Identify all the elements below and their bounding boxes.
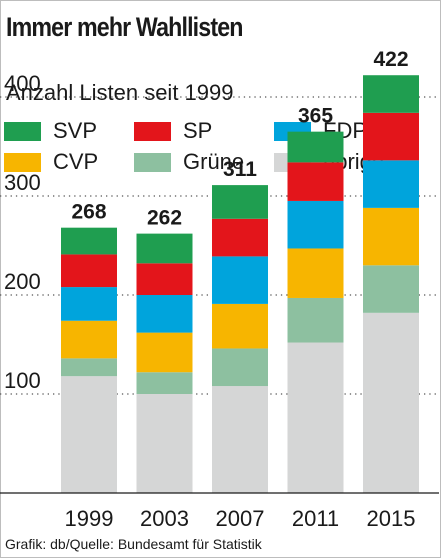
- bar-segment-cvp-2011: [287, 248, 344, 298]
- bar-segment-sp-2007: [212, 218, 268, 257]
- x-tick-label-2015: 2015: [367, 506, 416, 531]
- legend-swatch-svp: [4, 121, 41, 141]
- bar-segment-svp-1999: [61, 227, 117, 255]
- legend-item-svp: SVP: [4, 118, 97, 144]
- bar-segment-cvp-2003: [136, 332, 193, 373]
- legend-item-sp: SP: [134, 118, 212, 144]
- source-note: Grafik: db/Quelle: Bundesamt für Statist…: [5, 536, 262, 552]
- bar-segment-übrige-2015: [363, 312, 419, 493]
- bar-segment-sp-2003: [136, 263, 193, 295]
- x-tick-label-1999: 1999: [65, 506, 114, 531]
- total-label-2003: 262: [147, 207, 182, 230]
- bar-segment-svp-2003: [136, 233, 193, 264]
- bar-segment-cvp-2007: [212, 303, 268, 349]
- bar-segment-sp-2015: [363, 112, 419, 161]
- total-label-1999: 268: [71, 201, 106, 224]
- y-tick-label-300: 300: [4, 170, 41, 195]
- bar-segment-fdp-2015: [363, 160, 419, 208]
- bar-segment-fdp-1999: [61, 287, 117, 321]
- y-tick-label-100: 100: [4, 368, 41, 393]
- y-tick-label-400: 400: [4, 71, 41, 96]
- legend-swatch-grüne: [134, 152, 171, 172]
- bar-segment-grüne-2015: [363, 265, 419, 313]
- bar-segment-sp-1999: [61, 254, 117, 288]
- bar-segment-grüne-2011: [287, 297, 344, 343]
- legend-item-cvp: CVP: [4, 149, 98, 175]
- legend-swatch-sp: [134, 121, 171, 141]
- x-tick-label-2007: 2007: [216, 506, 265, 531]
- chart-subtitle: Anzahl Listen seit 1999: [6, 80, 234, 105]
- bar-segment-cvp-1999: [61, 320, 117, 359]
- legend: SVP SP FDP CVP Grüne übrige: [0, 112, 441, 178]
- bar-segment-grüne-2007: [212, 348, 268, 387]
- legend-label-svp: SVP: [53, 118, 98, 143]
- bar-segment-übrige-2011: [287, 342, 344, 493]
- y-tick-label-200: 200: [4, 269, 41, 294]
- bar-segment-grüne-1999: [61, 358, 117, 377]
- x-tick-label-2011: 2011: [292, 506, 339, 531]
- bar-segment-fdp-2003: [136, 295, 193, 333]
- bar-segment-cvp-2015: [363, 207, 419, 266]
- x-tick-label-2003: 2003: [140, 506, 189, 531]
- legend-label-sp: SP: [183, 118, 213, 143]
- legend-label-cvp: CVP: [53, 149, 99, 174]
- bar-segment-fdp-2007: [212, 256, 268, 304]
- bar-segment-svp-2011: [287, 131, 344, 163]
- bar-segment-übrige-2007: [212, 386, 268, 493]
- legend-swatch-cvp: [4, 152, 41, 172]
- total-label-2011: 365: [298, 105, 333, 128]
- bar-segment-svp-2015: [363, 75, 419, 113]
- bar-segment-grüne-2003: [136, 372, 193, 394]
- legend-item-grüne: Grüne: [134, 149, 244, 175]
- total-label-2007: 311: [223, 158, 257, 181]
- bar-segment-svp-2007: [212, 185, 268, 219]
- legend-label-grüne: Grüne: [183, 149, 245, 174]
- bar-segment-sp-2011: [287, 162, 344, 201]
- bar-segment-fdp-2011: [287, 200, 344, 249]
- total-label-2015: 422: [373, 48, 408, 71]
- bar-segment-übrige-2003: [136, 394, 193, 493]
- chart-title: Immer mehr Wahllisten: [6, 12, 243, 42]
- bar-segment-übrige-1999: [61, 376, 117, 493]
